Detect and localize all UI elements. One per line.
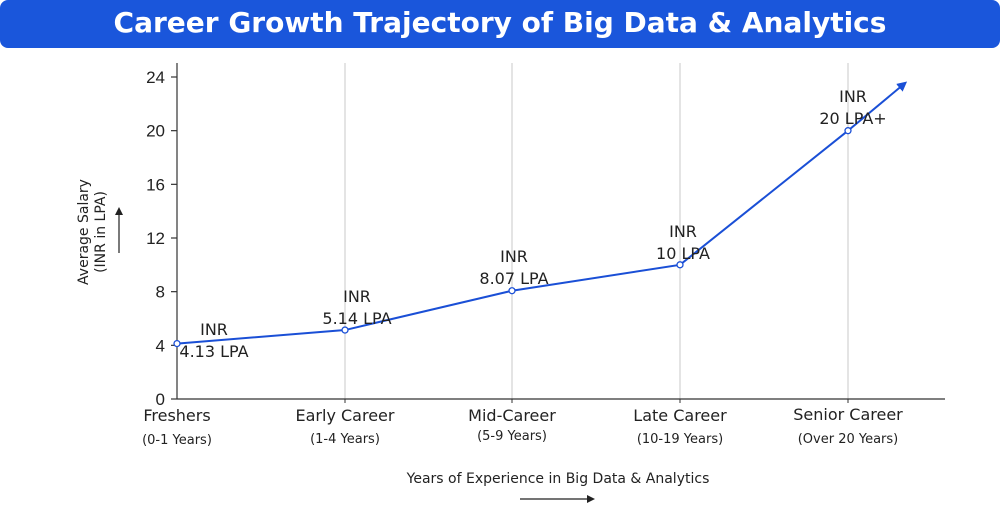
trend-arrow: [847, 81, 908, 132]
x-category-sublabel: (0-1 Years): [142, 433, 212, 448]
y-tick-label: 12: [146, 229, 165, 248]
x-category-label: Late Career: [633, 406, 727, 425]
data-label: 8.07 LPA: [479, 269, 548, 288]
chart-title: Career Growth Trajectory of Big Data & A…: [113, 6, 887, 39]
x-category-label: Freshers: [143, 406, 210, 425]
y-tick-label: 8: [156, 283, 165, 302]
y-axis-title-line: (INR in LPA): [93, 191, 109, 273]
x-category-sublabel: (1-4 Years): [310, 432, 380, 447]
data-point: [508, 287, 516, 295]
y-tick-label: 20: [146, 122, 165, 141]
x-category-label: Early Career: [296, 406, 395, 425]
x-category-sublabel: (5-9 Years): [477, 429, 547, 444]
x-category-label: Mid-Career: [468, 406, 556, 425]
data-label: INR: [839, 87, 867, 106]
title-banner: [0, 0, 1000, 48]
y-tick-label: 0: [156, 390, 165, 409]
x-category-sublabel: (10-19 Years): [637, 432, 723, 447]
data-label: 20 LPA+: [819, 109, 886, 128]
y-axis-title-line: Average Salary: [76, 179, 92, 285]
y-tick-label: 24: [146, 68, 165, 87]
data-point: [341, 326, 349, 334]
data-label: 4.13 LPA: [179, 342, 248, 361]
data-label: INR: [200, 320, 228, 339]
data-label: INR: [669, 222, 697, 241]
data-point: [844, 127, 852, 135]
y-tick-label: 16: [146, 175, 165, 194]
x-axis-title: Years of Experience in Big Data & Analyt…: [406, 471, 710, 487]
data-label: INR: [343, 287, 371, 306]
data-point: [173, 339, 181, 348]
x-category-sublabel: (Over 20 Years): [798, 432, 899, 447]
data-label: INR: [500, 247, 528, 266]
data-label: 5.14 LPA: [322, 309, 391, 328]
data-point: [676, 261, 684, 269]
data-label: 10 LPA: [656, 244, 710, 263]
y-axis-title: Average Salary (INR in LPA): [76, 179, 109, 285]
y-tick-label: 4: [156, 336, 165, 355]
x-category-label: Senior Career: [793, 405, 903, 424]
